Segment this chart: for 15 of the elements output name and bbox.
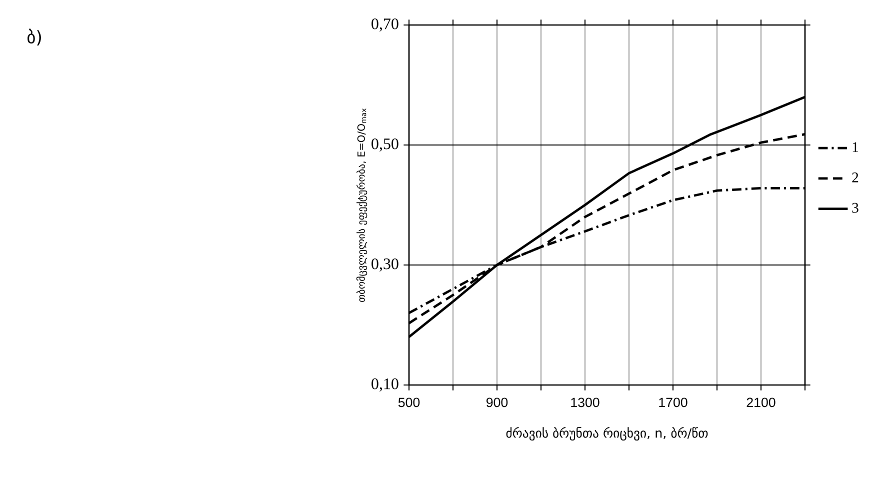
x-tick-label: 500 [398,398,420,408]
y-tick-label: 0,10 [372,378,398,392]
legend-label: 2 [852,172,858,182]
x-axis-title: ძრავის ბრუნთა რიცხვი, n, ბრ/წთ [506,426,708,441]
text: ბ) [28,28,41,46]
legend-label: 3 [852,202,858,213]
x-tick-label: 900 [486,398,508,408]
y-axis-title: თბომცვლელის ეფექტურობა, E=O/O$_{max}$ [356,108,368,302]
legend-label: 1 [852,142,858,152]
x-tick-label: 2100 [746,398,776,408]
x-tick-label: 1300 [571,398,600,408]
y-tick-label: 0,70 [372,18,398,32]
y-tick-label: 0,30 [372,258,398,272]
y-tick-label: 0,50 [372,138,398,152]
x-tick-label: 1700 [659,398,688,408]
